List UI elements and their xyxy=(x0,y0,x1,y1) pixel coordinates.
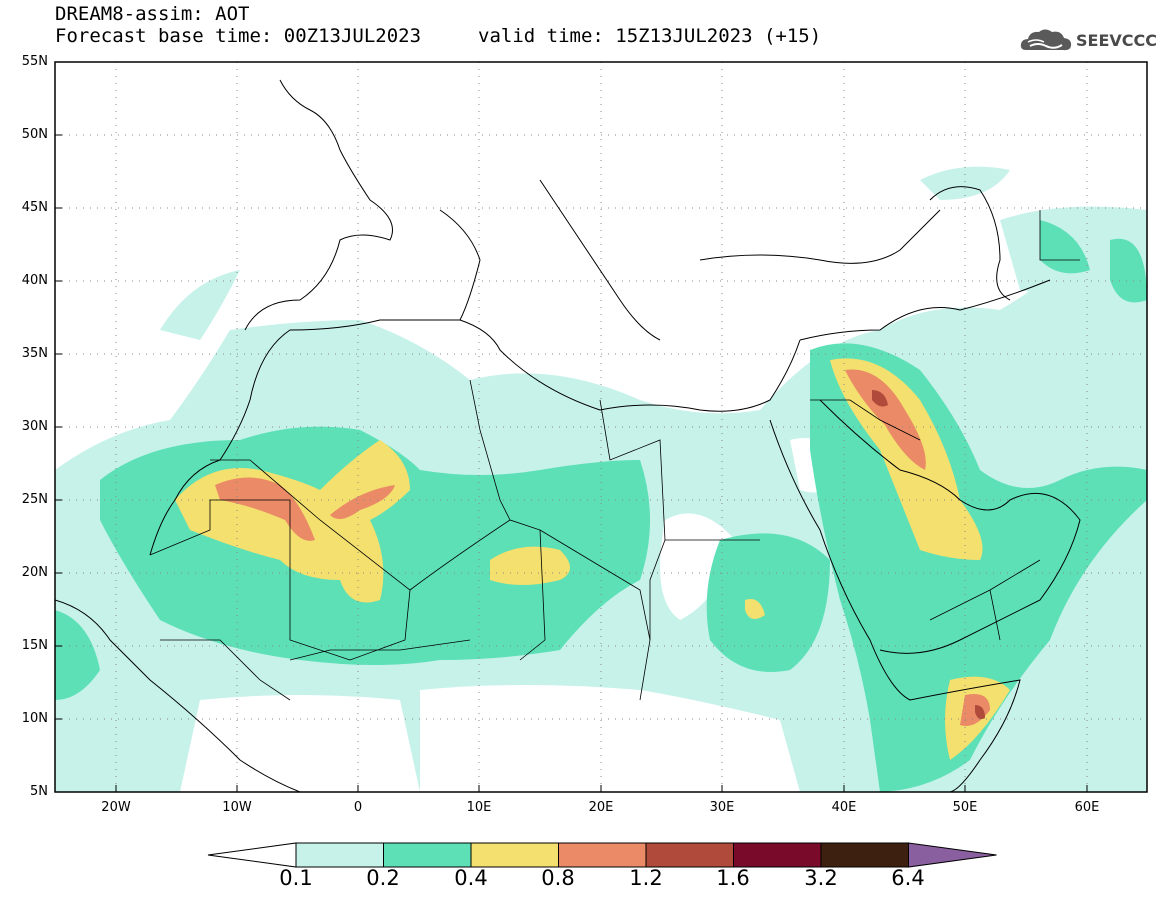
colorbar-over-triangle xyxy=(908,842,997,868)
lat-label: 35N xyxy=(21,346,48,361)
colorbar-label: 0.4 xyxy=(454,866,488,890)
colorbar-swatch xyxy=(645,842,734,868)
lat-label: 45N xyxy=(21,200,48,215)
colorbar-swatches xyxy=(207,842,997,868)
colorbar-label: 0.8 xyxy=(541,866,575,890)
lon-label: 40E xyxy=(831,800,857,815)
colorbar-label: 0.1 xyxy=(279,866,313,890)
colorbar-swatch xyxy=(733,842,822,868)
forecast-base-time: Forecast base time: 00Z13JUL2023 xyxy=(55,25,422,47)
lon-label: 10W xyxy=(222,800,252,815)
colorbar-label: 3.2 xyxy=(804,866,838,890)
lat-label: 10N xyxy=(21,711,48,726)
lon-label: 60E xyxy=(1074,800,1100,815)
aot-level-1.2 xyxy=(872,390,985,720)
axis-ticks xyxy=(55,134,1088,792)
lat-label: 30N xyxy=(21,419,48,434)
colorbar-swatch xyxy=(295,842,384,868)
lat-label: 40N xyxy=(21,273,48,288)
colorbar-swatch xyxy=(383,842,472,868)
lon-label: 0 xyxy=(353,800,363,815)
colorbar-label: 1.6 xyxy=(716,866,750,890)
country-borders xyxy=(149,210,1080,701)
colorbar-label: 1.2 xyxy=(629,866,663,890)
lat-label: 25N xyxy=(21,492,48,507)
colorbar-swatch xyxy=(470,842,559,868)
valid-time: valid time: 15Z13JUL2023 (+15) xyxy=(478,25,822,47)
map-title: DREAM8-assim: AOT xyxy=(55,3,250,25)
colorbar-swatch xyxy=(558,842,647,868)
lat-label: 15N xyxy=(21,638,48,653)
lon-label: 30E xyxy=(709,800,735,815)
lat-label: 55N xyxy=(21,54,48,69)
cloud-logo-icon xyxy=(1020,29,1072,51)
colorbar-label: 0.2 xyxy=(366,866,400,890)
lat-label: 5N xyxy=(30,784,48,799)
colorbar-swatch xyxy=(820,842,909,868)
lon-label: 20E xyxy=(588,800,614,815)
seevccc-logo: SEEVCCC xyxy=(1018,24,1158,56)
colorbar-under-triangle xyxy=(207,842,297,868)
logo-text: SEEVCCC xyxy=(1076,31,1157,50)
lat-label: 50N xyxy=(21,127,48,142)
lon-label: 50E xyxy=(952,800,978,815)
lon-label: 10E xyxy=(466,800,492,815)
colorbar-label: 6.4 xyxy=(891,866,925,890)
lat-label: 20N xyxy=(21,565,48,580)
lon-label: 20W xyxy=(101,800,131,815)
